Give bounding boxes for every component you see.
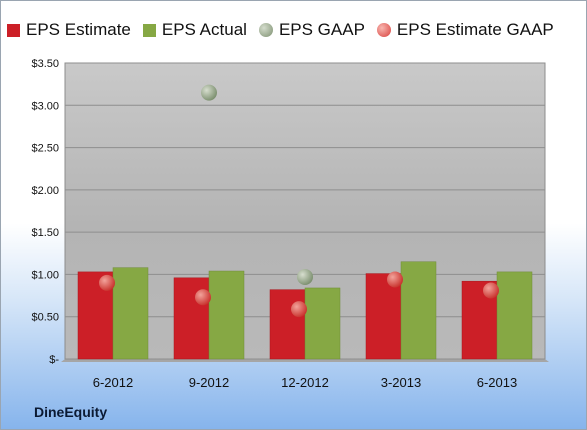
legend-label-eps-gaap: EPS GAAP <box>278 20 365 39</box>
bar-eps-estimate <box>269 289 306 360</box>
y-tick-label: $0.50 <box>31 312 59 324</box>
legend-swatch-eps-actual <box>142 23 156 37</box>
y-tick-label: $3.00 <box>31 100 59 112</box>
x-tick-label: 6-2012 <box>93 375 133 390</box>
marker-eps-gaap <box>201 84 217 101</box>
legend: EPS Estimate EPS Actual EPS GAAP EPS Est… <box>7 15 566 45</box>
x-tick-label: 9-2012 <box>189 375 229 390</box>
legend-label-eps-actual: EPS Actual <box>161 20 247 39</box>
legend-marker-eps-estimate-gaap <box>376 23 391 37</box>
legend-eps-gaap: EPS GAAP <box>258 20 365 40</box>
legend-label-eps-estimate-gaap: EPS Estimate GAAP <box>396 20 554 39</box>
company-name: DineEquity <box>34 404 108 420</box>
bar-eps-actual <box>496 271 533 360</box>
marker-eps-estimate-gaap <box>387 271 403 288</box>
bar-eps-actual <box>304 287 341 360</box>
legend-eps-estimate: EPS Estimate <box>7 20 131 40</box>
y-tick-label: $3.50 <box>31 58 59 70</box>
y-tick-label: $1.00 <box>31 269 59 281</box>
y-tick-label: $2.00 <box>31 185 59 197</box>
legend-swatch-eps-estimate <box>7 23 20 37</box>
bar-eps-estimate <box>77 271 114 360</box>
marker-eps-estimate-gaap <box>99 274 115 291</box>
bar-eps-actual <box>112 267 149 360</box>
marker-eps-estimate-gaap <box>483 282 499 299</box>
y-tick-label: $2.50 <box>31 143 59 155</box>
marker-eps-gaap <box>297 268 313 285</box>
bar-eps-actual <box>400 261 437 360</box>
y-tick-label: $1.50 <box>31 227 59 239</box>
legend-eps-actual: EPS Actual <box>142 20 247 40</box>
y-tick-label: $- <box>49 354 59 366</box>
legend-marker-eps-gaap <box>258 23 273 37</box>
x-tick-label: 12-2012 <box>281 375 329 390</box>
bar-eps-actual <box>208 270 245 360</box>
marker-eps-estimate-gaap <box>195 289 211 306</box>
x-tick-label: 6-2013 <box>477 375 517 390</box>
marker-eps-estimate-gaap <box>291 301 307 318</box>
legend-label-eps-estimate: EPS Estimate <box>26 20 131 39</box>
x-tick-label: 3-2013 <box>381 375 421 390</box>
plot-floor <box>61 359 549 362</box>
legend-eps-estimate-gaap: EPS Estimate GAAP <box>376 20 554 40</box>
